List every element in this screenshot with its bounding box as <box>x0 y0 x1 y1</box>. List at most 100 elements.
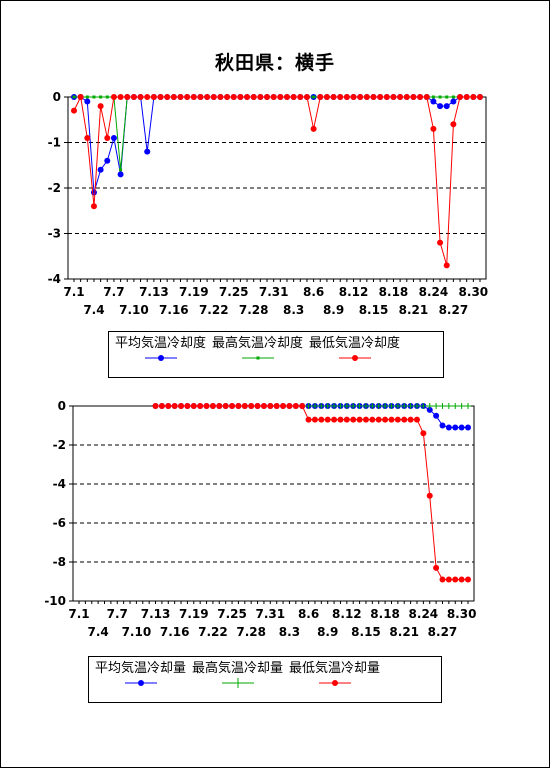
data-point <box>244 94 251 100</box>
x-tick-label: 7.28 <box>236 625 266 639</box>
data-point <box>270 94 277 100</box>
data-point <box>356 403 363 409</box>
data-point <box>394 403 401 409</box>
data-point <box>450 121 457 128</box>
x-tick-label: 8.18 <box>370 607 400 621</box>
x-tick-label: 7.4 <box>83 303 104 317</box>
data-point <box>318 403 325 409</box>
data-point <box>260 403 267 409</box>
data-point <box>197 403 204 409</box>
data-point <box>144 148 151 155</box>
data-point <box>324 416 331 423</box>
data-point <box>216 403 223 409</box>
legend-swatch <box>318 680 351 686</box>
data-point <box>222 403 229 409</box>
data-point <box>130 94 137 100</box>
data-point <box>237 94 244 100</box>
data-point <box>465 576 471 583</box>
data-point <box>350 403 357 409</box>
data-point <box>362 403 369 409</box>
legend-entry: 最高気温冷却度 <box>212 332 303 363</box>
data-point <box>178 403 185 409</box>
data-point <box>117 171 124 178</box>
data-point <box>84 98 91 105</box>
legend-cooling-amount: 平均気温冷却量 最高気温冷却量 最低気温冷却量 <box>88 656 442 703</box>
data-point <box>137 94 144 100</box>
data-point <box>369 416 376 423</box>
x-tick-label: 8.9 <box>317 625 338 639</box>
data-point <box>369 403 376 409</box>
data-point <box>184 94 191 100</box>
data-point <box>458 403 465 409</box>
data-point <box>350 94 357 100</box>
data-point <box>303 94 310 100</box>
data-point <box>224 94 231 100</box>
data-point <box>337 416 344 423</box>
data-point <box>171 403 178 409</box>
legend-entry: 最高気温冷却量 <box>192 657 283 688</box>
x-tick-label: 7.28 <box>239 303 269 317</box>
data-point <box>277 94 284 100</box>
x-tick-label: 8.3 <box>279 625 300 639</box>
data-point <box>311 403 318 409</box>
data-point <box>401 403 408 409</box>
data-point <box>331 416 338 423</box>
data-point <box>439 422 446 429</box>
data-point <box>439 403 446 409</box>
data-point <box>337 403 344 409</box>
x-tick-label: 7.7 <box>107 607 128 621</box>
y-tick-label: -2 <box>53 438 66 452</box>
plot-frame <box>72 405 475 602</box>
series-最低気温冷却量 <box>152 403 471 583</box>
data-point <box>190 403 197 409</box>
data-point <box>403 94 410 100</box>
data-point <box>229 403 236 409</box>
data-point <box>363 94 370 100</box>
data-point <box>117 94 124 100</box>
x-tick-label: 7.25 <box>219 285 249 299</box>
x-tick-label: 7.13 <box>139 285 169 299</box>
data-point <box>110 134 117 141</box>
data-point <box>305 403 312 409</box>
data-point <box>286 403 293 409</box>
data-point <box>477 94 483 100</box>
data-point <box>423 94 430 100</box>
legend-swatch <box>144 355 177 361</box>
data-point <box>273 403 280 409</box>
data-point <box>170 94 177 100</box>
data-point <box>463 94 470 100</box>
data-point <box>407 403 414 409</box>
data-point <box>204 94 211 100</box>
data-point <box>375 416 382 423</box>
data-point <box>437 103 444 110</box>
chart-cooling-degree: 0 -1 -2 -3 -47.1 7.7 7.13 7.19 7.25 7.31 8.6 8.12 8.… <box>48 90 488 317</box>
data-point <box>184 403 191 409</box>
y-tick-label: 0 <box>53 90 61 104</box>
data-point <box>343 403 350 409</box>
x-tick-label: 8.15 <box>351 625 381 639</box>
series-line <box>73 95 480 266</box>
data-point <box>84 134 91 141</box>
series-最高気温冷却度 <box>72 95 482 172</box>
x-tick-label: 7.1 <box>68 607 89 621</box>
data-point <box>97 166 104 173</box>
data-point <box>104 134 111 141</box>
data-point <box>383 94 390 100</box>
data-point <box>97 103 104 110</box>
data-point <box>331 403 338 409</box>
data-point <box>324 403 331 409</box>
plot-frame <box>67 96 487 280</box>
data-point <box>433 564 440 571</box>
y-tick-label: -2 <box>48 181 61 195</box>
data-point <box>465 403 471 409</box>
x-tick-label: 8.21 <box>389 625 419 639</box>
data-point <box>437 239 444 246</box>
data-point <box>297 94 304 100</box>
data-point <box>248 403 255 409</box>
data-point <box>164 94 171 100</box>
x-tick-label: 7.4 <box>87 625 108 639</box>
data-point <box>177 94 184 100</box>
x-tick-label: 8.27 <box>428 625 458 639</box>
data-point <box>158 403 165 409</box>
data-point <box>433 403 440 409</box>
